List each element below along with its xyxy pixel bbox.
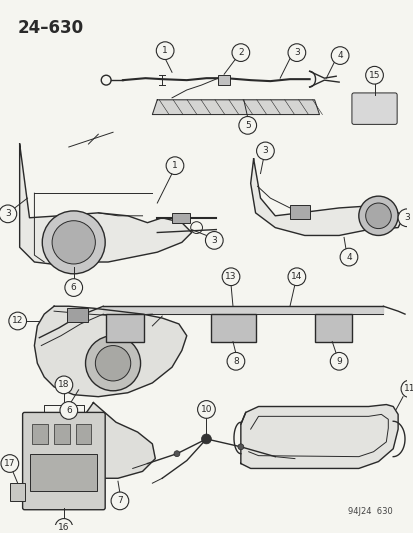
Text: 10: 10	[200, 405, 212, 414]
Bar	[106, 314, 143, 342]
Circle shape	[238, 117, 256, 134]
Text: 3: 3	[262, 147, 268, 156]
Polygon shape	[34, 306, 186, 397]
Bar	[211, 314, 255, 342]
Bar	[32, 424, 48, 444]
Bar	[172, 213, 189, 223]
Circle shape	[197, 401, 215, 418]
Circle shape	[0, 205, 17, 223]
Text: 7: 7	[117, 496, 123, 505]
Text: 13: 13	[225, 272, 236, 281]
Polygon shape	[152, 100, 319, 115]
Text: 8: 8	[233, 357, 238, 366]
Circle shape	[173, 451, 180, 457]
Text: 16: 16	[58, 523, 69, 532]
Circle shape	[52, 221, 95, 264]
Bar	[76, 424, 91, 444]
Text: 1: 1	[162, 46, 168, 55]
Text: 3: 3	[5, 209, 11, 219]
Polygon shape	[19, 144, 191, 265]
Bar	[314, 314, 351, 342]
Circle shape	[156, 42, 173, 60]
Circle shape	[365, 203, 390, 229]
FancyBboxPatch shape	[23, 413, 105, 510]
Text: 17: 17	[4, 459, 16, 468]
FancyBboxPatch shape	[351, 93, 396, 124]
Text: 14: 14	[290, 272, 302, 281]
Circle shape	[339, 248, 357, 266]
Circle shape	[55, 376, 73, 394]
Polygon shape	[240, 405, 397, 469]
Text: 1: 1	[172, 161, 178, 170]
Circle shape	[166, 157, 183, 174]
Text: 15: 15	[368, 71, 380, 80]
Circle shape	[227, 352, 244, 370]
Circle shape	[330, 352, 347, 370]
Bar	[10, 483, 24, 501]
Circle shape	[222, 268, 239, 286]
Circle shape	[400, 380, 413, 398]
Circle shape	[365, 67, 382, 84]
Circle shape	[95, 345, 131, 381]
Text: 3: 3	[293, 48, 299, 57]
Text: 4: 4	[345, 253, 351, 262]
Text: 5: 5	[244, 121, 250, 130]
Text: 11: 11	[403, 384, 413, 393]
Text: 24–630: 24–630	[18, 19, 83, 37]
Bar	[66, 308, 88, 322]
Circle shape	[287, 44, 305, 61]
Circle shape	[256, 142, 273, 160]
Circle shape	[42, 211, 105, 274]
Circle shape	[201, 434, 211, 444]
Circle shape	[330, 47, 348, 64]
Circle shape	[205, 231, 223, 249]
Circle shape	[111, 492, 128, 510]
Text: 9: 9	[335, 357, 341, 366]
Circle shape	[237, 444, 243, 450]
Text: 4: 4	[337, 51, 342, 60]
Text: 12: 12	[12, 317, 23, 326]
Circle shape	[65, 279, 82, 296]
Polygon shape	[71, 402, 155, 478]
Circle shape	[60, 401, 78, 419]
Circle shape	[55, 519, 73, 533]
Bar	[289, 205, 309, 219]
Circle shape	[231, 44, 249, 61]
Circle shape	[85, 336, 140, 391]
Text: 3: 3	[211, 236, 217, 245]
Bar	[54, 424, 70, 444]
Polygon shape	[250, 159, 402, 236]
Circle shape	[1, 455, 19, 472]
Text: 6: 6	[71, 283, 76, 292]
Text: 3: 3	[403, 213, 409, 222]
Circle shape	[397, 209, 413, 227]
Circle shape	[9, 312, 26, 330]
Text: 94J24  630: 94J24 630	[348, 507, 392, 515]
Bar	[31, 454, 97, 491]
Bar	[218, 75, 230, 85]
Text: 2: 2	[237, 48, 243, 57]
Circle shape	[287, 268, 305, 286]
Circle shape	[358, 196, 397, 236]
Text: 18: 18	[58, 381, 69, 390]
Text: 6: 6	[66, 406, 71, 415]
